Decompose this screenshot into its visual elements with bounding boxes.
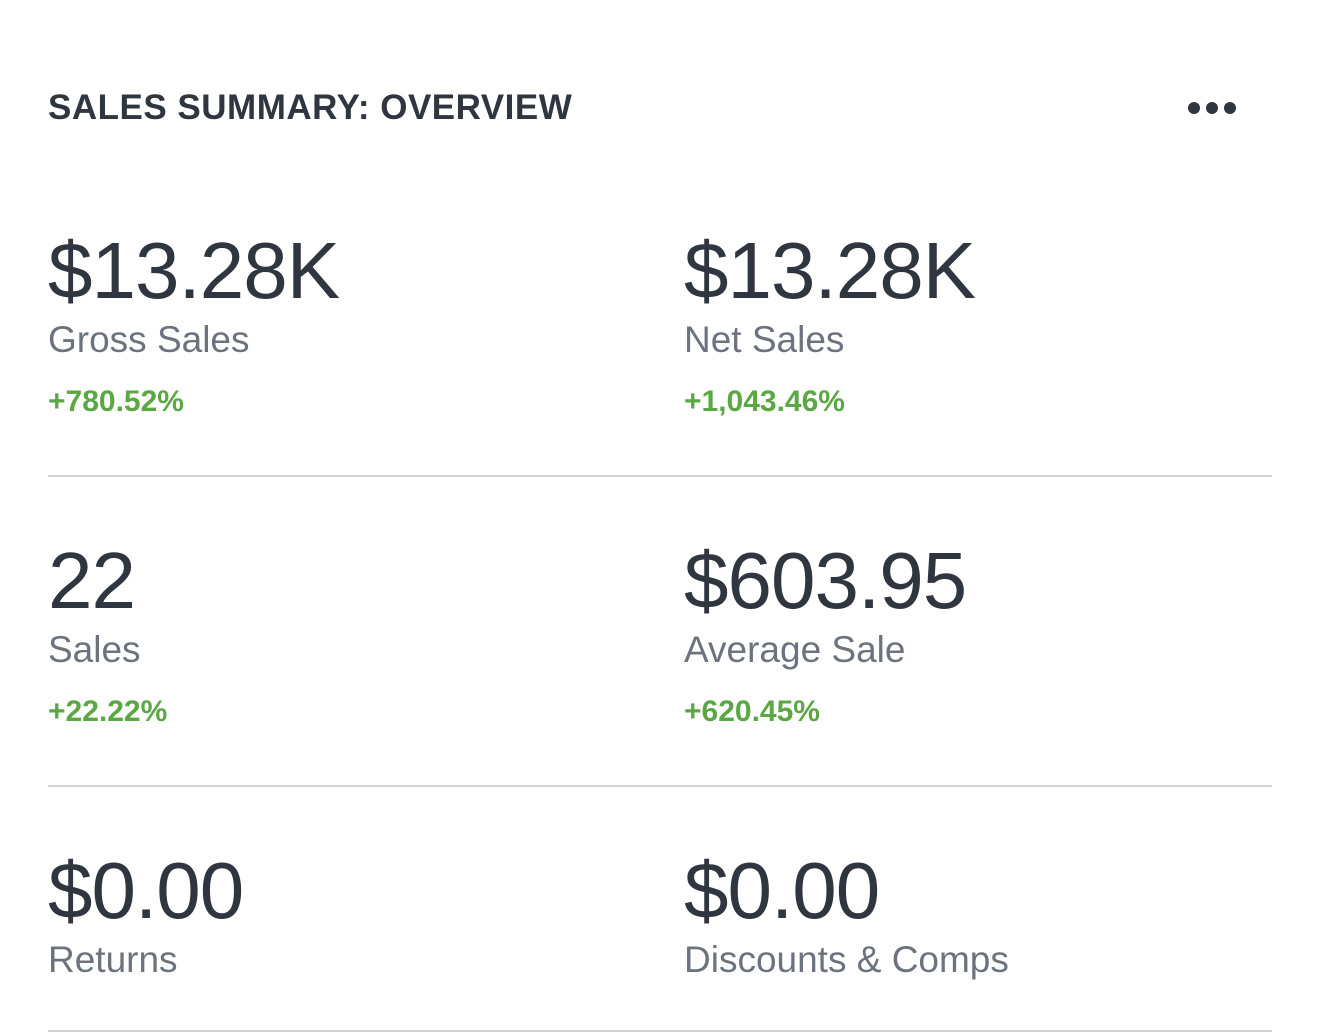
more-horizontal-icon	[1188, 102, 1236, 114]
metric-value: $13.28K	[684, 226, 976, 315]
page-title: SALES SUMMARY: OVERVIEW	[48, 88, 573, 127]
metric-change: +780.52%	[48, 385, 184, 418]
metric-value: 22	[48, 536, 136, 625]
metric-sales-count[interactable]: 22 Sales +22.22%	[48, 536, 648, 732]
divider	[48, 1030, 1272, 1032]
metric-label: Gross Sales	[48, 319, 250, 360]
metric-value: $0.00	[48, 846, 244, 935]
metric-label: Sales	[48, 629, 141, 670]
metric-change: +1,043.46%	[684, 385, 845, 418]
metric-label: Average Sale	[684, 629, 906, 670]
metric-net-sales[interactable]: $13.28K Net Sales +1,043.46%	[684, 226, 1284, 422]
metric-value: $13.28K	[48, 226, 340, 315]
divider	[48, 785, 1272, 787]
divider	[48, 475, 1272, 477]
overview-header: SALES SUMMARY: OVERVIEW	[48, 86, 1272, 130]
metric-label: Discounts & Comps	[684, 939, 1009, 980]
metric-returns[interactable]: $0.00 Returns	[48, 846, 648, 984]
metric-change: +22.22%	[48, 695, 168, 728]
metric-discounts-comps[interactable]: $0.00 Discounts & Comps	[684, 846, 1284, 984]
metric-value: $603.95	[684, 536, 967, 625]
metric-value: $0.00	[684, 846, 880, 935]
metric-change: +620.45%	[684, 695, 820, 728]
more-options-button[interactable]	[1180, 86, 1244, 130]
metric-label: Returns	[48, 939, 178, 980]
metric-label: Net Sales	[684, 319, 845, 360]
metric-gross-sales[interactable]: $13.28K Gross Sales +780.52%	[48, 226, 648, 422]
metric-average-sale[interactable]: $603.95 Average Sale +620.45%	[684, 536, 1284, 732]
